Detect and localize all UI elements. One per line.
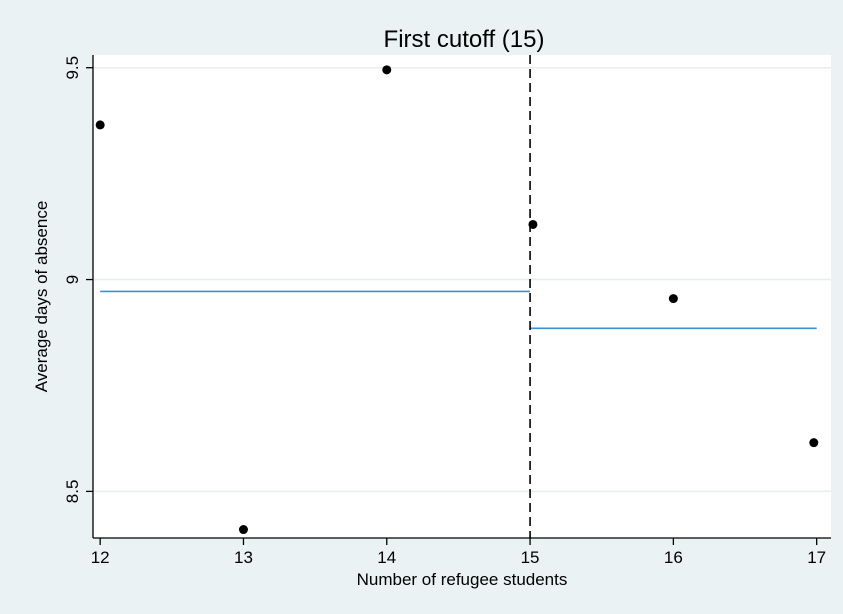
y-tick-label: 8.5: [63, 480, 82, 504]
axes: [92, 55, 831, 539]
data-point: [809, 438, 819, 448]
x-tick-label: 14: [377, 548, 396, 567]
x-tick-label: 16: [664, 548, 683, 567]
y-tick-label: 9: [63, 275, 82, 284]
data-point: [668, 294, 678, 304]
data-point: [528, 219, 538, 229]
data-points: [95, 65, 819, 535]
fit-lines: [100, 290, 817, 330]
chart-title: First cutoff (15): [384, 26, 545, 53]
x-axis-title: Number of refugee students: [357, 570, 568, 589]
y-axis-title: Average days of absence: [32, 201, 51, 393]
data-point: [238, 525, 248, 535]
x-tick-label: 15: [521, 548, 540, 567]
plot-area: [93, 55, 831, 538]
x-tick-label: 17: [807, 548, 826, 567]
y-axis-ticks: 8.5 9 9.5: [63, 56, 93, 503]
x-tick-label: 12: [91, 548, 110, 567]
data-point: [95, 120, 105, 130]
y-tick-label: 9.5: [63, 56, 82, 80]
x-axis-ticks: 12 13 14 15 16 17: [91, 538, 826, 567]
data-point: [382, 65, 392, 75]
grid-lines: [93, 66, 831, 493]
x-tick-label: 13: [234, 548, 253, 567]
